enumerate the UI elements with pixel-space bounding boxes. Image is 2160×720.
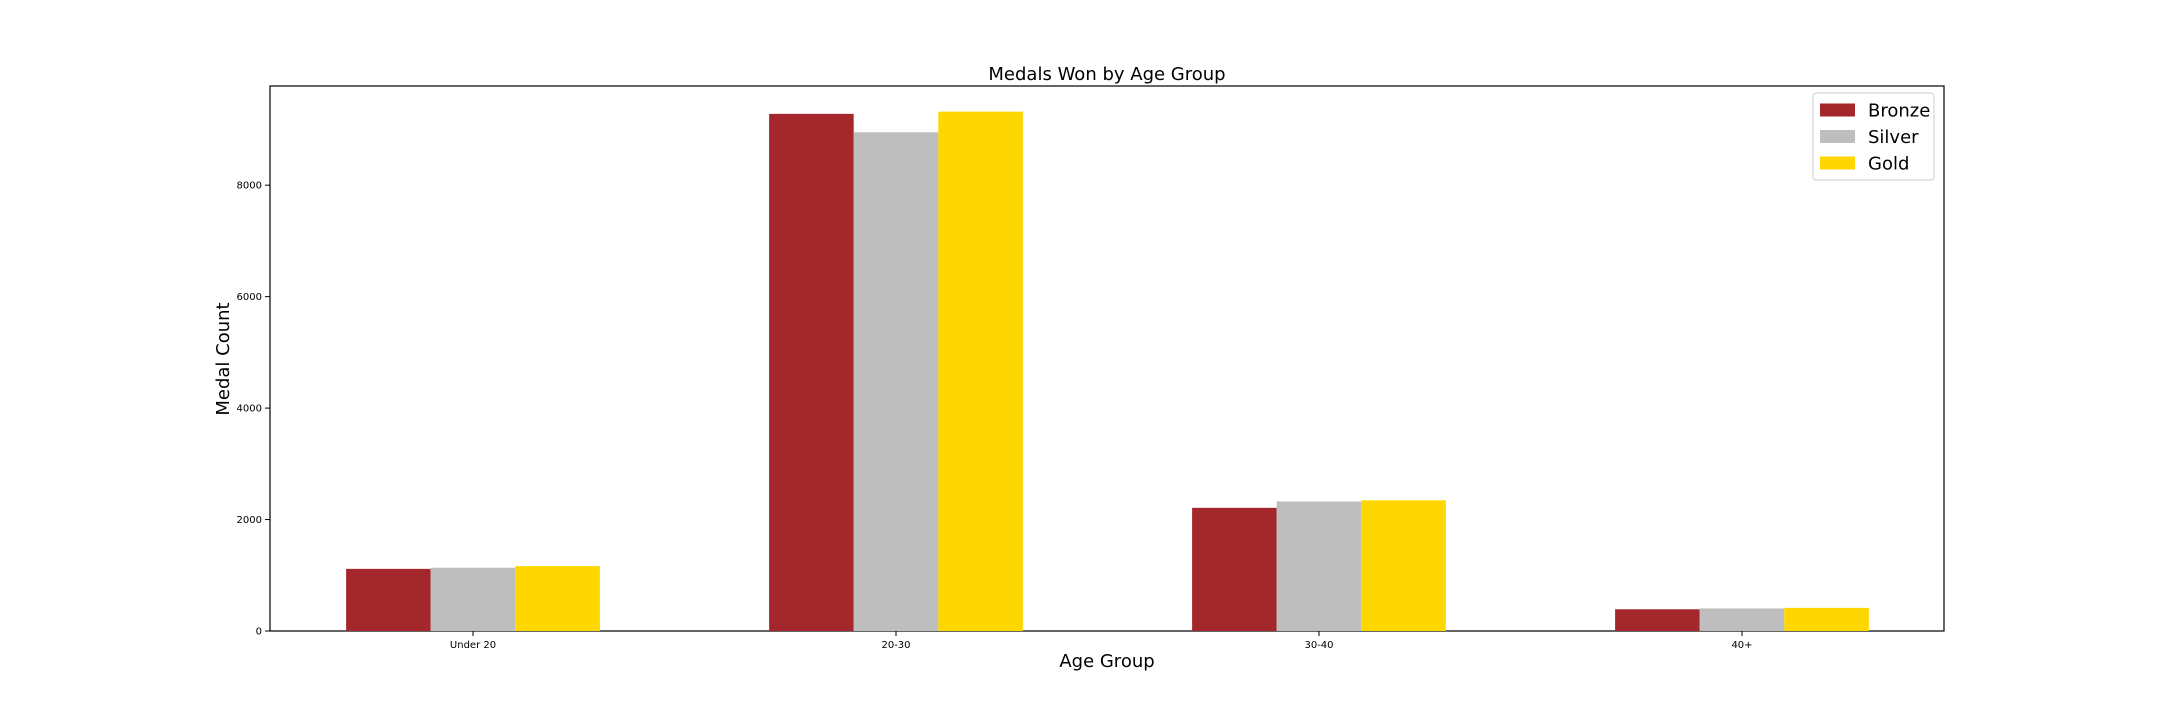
- bar-bronze-under-20: [346, 568, 431, 631]
- legend: Bronze Silver Gold: [1812, 92, 1935, 181]
- y-tick-label: 0: [256, 627, 262, 638]
- legend-swatch-gold: [1820, 156, 1855, 170]
- legend-label-bronze: Bronze: [1868, 101, 1930, 122]
- bar-gold-40-: [1784, 607, 1869, 631]
- bar-gold-under-20: [515, 566, 600, 631]
- y-tick-label: 2000: [237, 515, 262, 526]
- bar-bronze-30-40: [1192, 507, 1277, 631]
- legend-label-gold: Gold: [1868, 154, 1909, 175]
- bar-silver-30-40: [1276, 501, 1362, 631]
- bar-silver-20-30: [853, 132, 939, 631]
- y-axis-label: Medal Count: [213, 302, 234, 415]
- x-axis-label: Age Group: [1059, 651, 1154, 672]
- bar-silver-40-: [1699, 608, 1785, 631]
- bar-silver-under-20: [430, 567, 516, 631]
- plot-frame: [269, 85, 1945, 632]
- bar-bronze-40-: [1615, 609, 1700, 631]
- bar-bronze-20-30: [769, 113, 854, 632]
- bar-gold-20-30: [938, 111, 1023, 631]
- legend-swatch-silver: [1820, 130, 1855, 143]
- bar-gold-30-40: [1361, 500, 1446, 631]
- y-tick-label: 6000: [237, 292, 262, 303]
- legend-label-silver: Silver: [1868, 127, 1919, 148]
- x-tick-label: 30-40: [1304, 640, 1333, 651]
- chart-title: Medals Won by Age Group: [988, 64, 1225, 85]
- y-tick-label: 8000: [237, 181, 262, 192]
- x-tick-label: 40+: [1731, 640, 1752, 651]
- legend-swatch-bronze: [1820, 103, 1855, 117]
- y-tick-label: 4000: [237, 404, 262, 415]
- x-tick-label: 20-30: [881, 640, 910, 651]
- x-tick-label: Under 20: [450, 640, 496, 651]
